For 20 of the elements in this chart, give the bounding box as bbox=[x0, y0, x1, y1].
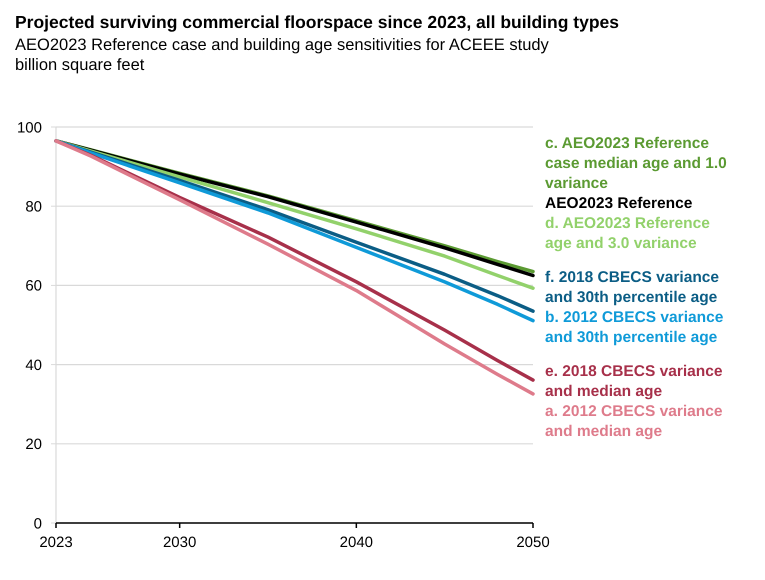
series-label: e. 2018 CBECS variance and median age bbox=[545, 363, 723, 400]
series-label: f. 2018 CBECS variance and 30th percentile age bbox=[545, 269, 720, 306]
text: d. AEO2023 Reference age and 3.0 variance bbox=[545, 215, 710, 252]
y-tick-label: 60 bbox=[25, 278, 42, 295]
y-tick-label: 0 bbox=[34, 515, 42, 532]
y-tick-label: 80 bbox=[25, 198, 42, 216]
x-tick-label: 2050 bbox=[516, 534, 550, 551]
chart-subtitle: AEO2023 Reference case and building age sensitivities for ACEEE study bbox=[15, 36, 550, 54]
series-label: a. 2012 CBECS variance and median age bbox=[545, 403, 723, 440]
chart-title: Projected surviving commercial floorspace since 2023, all building types bbox=[15, 12, 620, 32]
y-tick-label: 20 bbox=[25, 436, 42, 454]
text: AEO2023 Reference bbox=[545, 195, 693, 212]
y-axis-title: billion square feet bbox=[15, 56, 145, 74]
x-tick-label: 2040 bbox=[340, 534, 374, 551]
x-tick-label: 2030 bbox=[162, 534, 196, 551]
series-label: b. 2012 CBECS variance and 30th percentile age bbox=[545, 309, 724, 346]
y-tick-label: 100 bbox=[16, 119, 42, 136]
y-tick-label: 40 bbox=[25, 356, 42, 374]
text: c. AEO2023 Reference case median age and 1.0 variance bbox=[545, 135, 727, 192]
x-tick-label: 2023 bbox=[39, 534, 73, 551]
